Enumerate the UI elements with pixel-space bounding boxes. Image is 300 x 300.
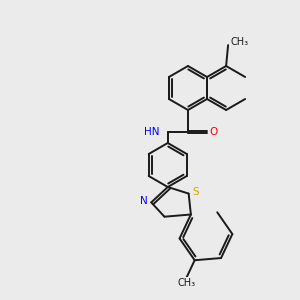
Text: S: S: [192, 187, 199, 196]
Text: CH₃: CH₃: [177, 278, 195, 288]
Text: O: O: [210, 127, 218, 137]
Text: CH₃: CH₃: [230, 37, 248, 47]
Text: HN: HN: [144, 127, 160, 137]
Text: N: N: [140, 196, 148, 206]
